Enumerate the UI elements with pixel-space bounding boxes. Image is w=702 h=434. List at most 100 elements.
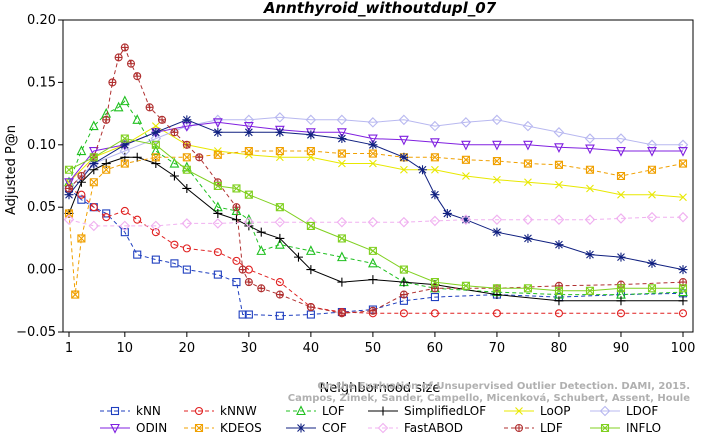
data-point-ldof — [615, 133, 627, 144]
data-point-knn — [133, 250, 142, 259]
data-point-ldf — [108, 78, 117, 87]
data-point-loop — [586, 184, 594, 193]
data-point-kdeos — [554, 160, 564, 169]
data-point-lof — [88, 120, 99, 131]
data-point-simplifiedlof — [678, 296, 688, 306]
data-point-lof — [256, 245, 267, 255]
data-point-cof — [616, 252, 626, 262]
data-point-loop — [679, 193, 687, 202]
y-axis: −0.05 0.00 0.05 0.10 0.15 0.20 — [16, 13, 63, 340]
data-point-fastabod — [63, 214, 75, 225]
data-point-knnw — [89, 203, 98, 212]
data-point-inflo — [151, 140, 160, 149]
data-point-ldf — [102, 115, 111, 124]
data-point-odin — [647, 146, 657, 157]
data-point-ldof — [150, 133, 162, 144]
data-point-odin — [368, 134, 378, 145]
data-point-fastabod — [584, 214, 596, 225]
data-point-kdeos — [306, 146, 315, 156]
data-point-kdeos — [430, 153, 439, 162]
data-point-lof — [113, 101, 124, 112]
data-point-inflo — [647, 284, 657, 293]
data-point-kdeos — [585, 165, 595, 174]
x-tick-label: 10 — [117, 341, 134, 356]
data-point-cof — [418, 165, 428, 175]
series-kdeos — [64, 146, 688, 299]
x-tick-label: 60 — [427, 341, 444, 356]
data-point-inflo — [232, 184, 241, 193]
data-point-loop — [431, 165, 439, 174]
legend: kNN kNNW LOF SimplifiedLOF LoOP LDOF ODIN KDEOS… — [100, 404, 661, 434]
data-point-odin — [336, 128, 347, 139]
data-point-fastabod — [367, 216, 379, 228]
data-point-loop — [617, 190, 625, 199]
data-point-kdeos — [182, 153, 191, 162]
legend-label: SimplifiedLOF — [404, 404, 486, 418]
data-point-knn — [275, 311, 284, 320]
legend-marker — [515, 407, 523, 415]
data-point-ldof — [646, 139, 658, 151]
data-point-knn — [238, 310, 247, 319]
series-line-fastabod — [68, 216, 683, 227]
data-point-kdeos — [120, 159, 129, 168]
data-point-ldof — [553, 127, 565, 138]
data-point-ldof — [491, 114, 503, 126]
data-point-lof — [132, 114, 143, 124]
data-point-cof — [523, 233, 533, 243]
data-point-fastabod — [181, 218, 193, 229]
data-point-cof — [213, 127, 223, 137]
data-point-inflo — [368, 246, 377, 255]
data-point-cof — [678, 265, 688, 275]
x-tick-label: 90 — [613, 341, 630, 356]
data-point-ldf — [120, 43, 129, 52]
data-point-ldof — [677, 139, 689, 151]
data-point-ldof — [119, 145, 131, 157]
data-point-cof — [89, 159, 99, 169]
legend-label: LOF — [322, 404, 345, 418]
legend-item-lof: LOF — [286, 404, 345, 418]
data-point-knnw — [492, 309, 501, 318]
legend-marker — [296, 405, 306, 416]
data-point-fastabod — [274, 216, 286, 228]
series-inflo — [64, 134, 688, 295]
data-point-ldof — [398, 114, 410, 126]
data-point-knnw — [399, 309, 408, 318]
data-point-knn — [151, 255, 160, 264]
data-point-loop — [524, 178, 532, 187]
data-point-ldf — [238, 265, 247, 274]
data-point-loop — [369, 159, 377, 168]
data-point-kdeos — [244, 146, 253, 156]
data-point-cof — [151, 127, 161, 137]
data-point-cof — [492, 227, 502, 237]
data-point-loop — [648, 190, 656, 199]
series-lof — [64, 95, 688, 299]
x-tick-label: 20 — [179, 341, 196, 356]
data-point-inflo — [492, 284, 501, 293]
data-point-simplifiedlof — [337, 277, 347, 287]
data-point-ldf — [337, 309, 346, 318]
data-point-lof — [169, 157, 180, 168]
data-point-inflo — [213, 181, 222, 191]
credit-line-2: Campos, Zimek, Sander, Campello, Micenko… — [288, 392, 690, 404]
legend-item-fastabod: FastABOD — [368, 421, 463, 434]
series-fastabod — [63, 211, 689, 232]
legend-label: ODIN — [136, 421, 167, 434]
data-point-inflo — [182, 165, 191, 174]
data-point-simplifiedlof — [399, 277, 409, 287]
series-line-simplifiedlof — [68, 156, 683, 302]
data-point-fastabod — [553, 214, 565, 225]
legend-label: LDOF — [626, 404, 658, 418]
data-point-lof — [150, 145, 161, 156]
legend-label: COF — [322, 421, 347, 434]
credit-line-1: On the Evaluation of Unsupervised Outlie… — [317, 381, 690, 392]
data-point-cof — [64, 190, 74, 200]
data-point-cof — [554, 240, 564, 250]
data-point-inflo — [337, 234, 346, 243]
data-point-ldf — [64, 184, 74, 193]
data-point-odin — [88, 146, 99, 157]
data-point-inflo — [275, 203, 284, 212]
data-point-lof — [274, 238, 285, 249]
data-point-knnw — [213, 248, 222, 257]
data-point-kdeos — [461, 155, 470, 164]
data-point-kdeos — [492, 156, 501, 166]
